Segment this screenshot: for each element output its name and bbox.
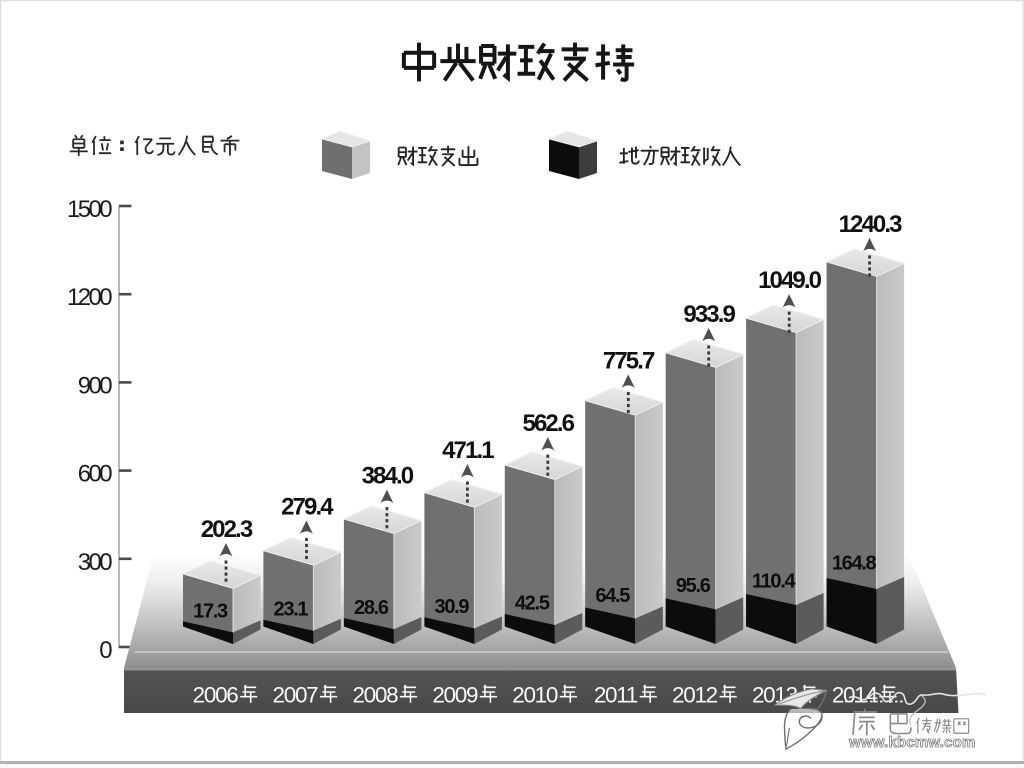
svg-text:562.6: 562.6 [523, 410, 575, 437]
svg-text:28.6: 28.6 [354, 597, 389, 619]
svg-text:900: 900 [78, 372, 112, 399]
svg-text:384.0: 384.0 [362, 463, 414, 490]
svg-text:600: 600 [78, 461, 112, 488]
svg-text:933.9: 933.9 [683, 301, 735, 328]
svg-text:17.3: 17.3 [193, 600, 228, 622]
svg-text:2012: 2012 [672, 683, 718, 708]
svg-text:300: 300 [78, 549, 112, 576]
svg-text:279.4: 279.4 [281, 493, 334, 520]
svg-text:2010: 2010 [512, 683, 558, 708]
svg-text:1240.3: 1240.3 [839, 211, 903, 238]
svg-text:110.4: 110.4 [752, 570, 797, 592]
svg-text:23.1: 23.1 [274, 599, 309, 621]
svg-text:2011: 2011 [594, 683, 638, 708]
svg-text:42.5: 42.5 [515, 592, 550, 614]
svg-text:2009: 2009 [432, 683, 478, 708]
svg-text:www.kbcmw.com: www.kbcmw.com [848, 734, 976, 751]
svg-text:471.1: 471.1 [442, 437, 494, 464]
svg-text:202.3: 202.3 [201, 516, 253, 543]
svg-text:2008: 2008 [352, 683, 398, 708]
svg-text:775.7: 775.7 [603, 347, 655, 374]
svg-text:64.5: 64.5 [595, 585, 630, 607]
svg-text:1200: 1200 [67, 284, 112, 311]
svg-text:164.8: 164.8 [832, 553, 877, 575]
svg-text:2007: 2007 [273, 683, 319, 708]
svg-text:95.6: 95.6 [676, 575, 711, 597]
svg-text:1500: 1500 [67, 196, 112, 223]
svg-text:1049.0: 1049.0 [758, 267, 822, 294]
svg-text:2006: 2006 [193, 683, 239, 708]
svg-text:30.9: 30.9 [435, 596, 470, 618]
